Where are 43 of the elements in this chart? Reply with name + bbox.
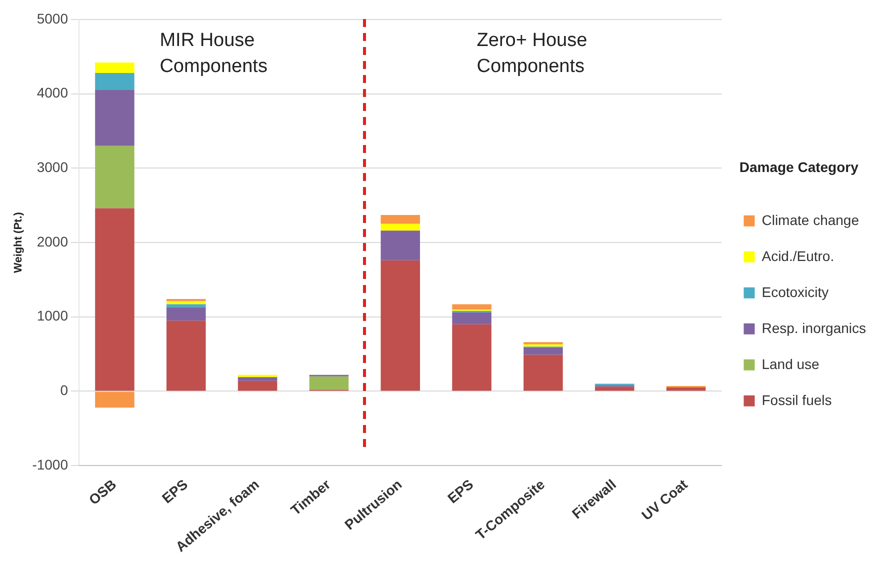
bar [95, 90, 134, 146]
y-axis-title: Weight (Pt.) [12, 212, 25, 273]
y-tick-label: -1000 [32, 456, 68, 472]
legend-title: Damage Category [739, 158, 859, 175]
bar [452, 324, 492, 391]
bar [95, 72, 134, 90]
bar [452, 304, 492, 310]
legend-label: Resp. inorganics [762, 320, 866, 336]
legend-label: Climate change [762, 212, 860, 228]
bar [380, 224, 420, 231]
bar [95, 392, 134, 408]
bar [666, 388, 706, 391]
bar [524, 354, 563, 391]
bar [95, 146, 134, 208]
legend-label: Land use [762, 356, 820, 372]
annotation: Zero+ House Components [476, 30, 588, 78]
x-tick-label: OSB [86, 476, 120, 508]
bar [95, 62, 134, 73]
bar [166, 307, 206, 321]
bar [95, 208, 134, 391]
y-tick-label: 0 [60, 382, 68, 398]
annotation: MIR House Components [160, 30, 268, 78]
x-tick-label: EPS [444, 476, 476, 506]
legend-label: Ecotoxicity [762, 284, 829, 300]
bar [452, 312, 492, 324]
bar [166, 320, 206, 391]
bar [524, 347, 563, 355]
y-tick-label: 4000 [36, 84, 68, 101]
bar [238, 377, 278, 381]
legend-label: Fossil fuels [762, 392, 832, 408]
y-tick-label: 2000 [36, 233, 68, 250]
bar [380, 214, 420, 224]
bar [380, 260, 420, 391]
bar [238, 380, 278, 391]
bar [166, 304, 206, 308]
legend-label: Acid./Eutro. [762, 248, 834, 264]
y-tick-label: 1000 [36, 308, 68, 324]
bar [524, 344, 563, 347]
bar [309, 376, 349, 390]
bar [380, 230, 420, 260]
y-tick-label: 3000 [36, 159, 68, 175]
y-tick-label: 5000 [36, 10, 68, 26]
x-tick-label: EPS [158, 476, 191, 506]
